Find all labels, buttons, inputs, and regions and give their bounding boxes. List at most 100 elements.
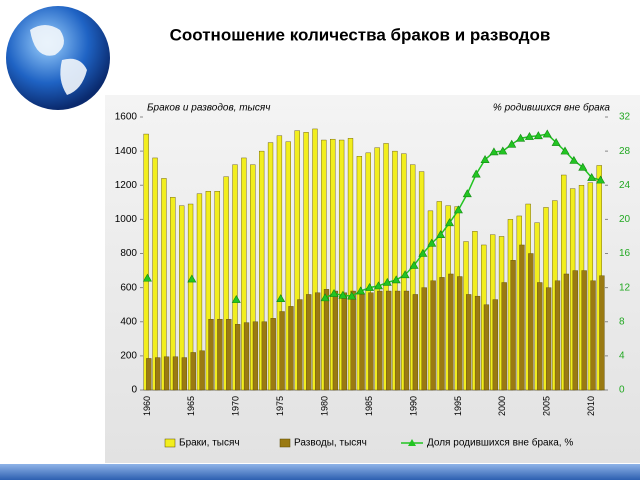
- line-marker: [560, 146, 570, 155]
- y2-tick-label: 24: [619, 180, 631, 191]
- bar: [205, 191, 211, 391]
- line-marker: [391, 275, 401, 284]
- line-marker: [524, 132, 534, 140]
- legend-label: Браки, тысяч: [179, 438, 240, 449]
- x-tick-label: 2005: [542, 396, 552, 416]
- line-marker: [516, 133, 526, 142]
- bar: [306, 294, 312, 391]
- bar: [599, 275, 605, 391]
- bar: [332, 290, 339, 391]
- line-marker: [462, 189, 472, 198]
- bar: [350, 290, 356, 391]
- y-tick-label: 200: [120, 351, 137, 362]
- line-marker: [436, 230, 446, 239]
- bar: [359, 294, 365, 391]
- bar: [374, 147, 380, 391]
- legend-label: Доля родившихся вне брака, %: [427, 437, 573, 449]
- bar: [430, 280, 436, 391]
- bar: [267, 142, 274, 391]
- y2-tick-label: 8: [619, 316, 625, 327]
- y2-tick-label: 28: [619, 146, 631, 157]
- bar: [341, 292, 347, 391]
- x-tick-label: 1985: [364, 396, 374, 416]
- bar: [365, 152, 371, 391]
- line-marker: [445, 218, 455, 227]
- bar: [545, 287, 552, 391]
- x-tick-label: 1980: [320, 396, 330, 416]
- bar: [418, 171, 425, 391]
- y2-tick-label: 32: [619, 112, 631, 123]
- x-tick-label: 2010: [586, 396, 596, 416]
- bar: [501, 282, 507, 391]
- bar: [303, 132, 309, 391]
- bar: [330, 138, 336, 391]
- bar: [226, 318, 232, 391]
- bar: [356, 156, 363, 391]
- line-marker: [471, 169, 481, 178]
- bar: [572, 270, 578, 391]
- bar: [347, 138, 354, 391]
- bar: [457, 276, 463, 391]
- bar: [250, 164, 256, 391]
- bar: [252, 321, 259, 391]
- y-axis-title: Браков и разводов, тысяч: [147, 103, 270, 114]
- y-tick-label: 1000: [115, 214, 138, 225]
- bar: [386, 290, 392, 391]
- line-marker: [356, 286, 366, 295]
- y-tick-label: 1400: [115, 146, 138, 157]
- line-marker: [382, 277, 392, 286]
- legend-swatch: [408, 439, 416, 446]
- bar: [510, 260, 516, 391]
- bar: [581, 270, 587, 391]
- bar: [483, 304, 490, 391]
- x-tick-label: 1960: [142, 396, 152, 416]
- bar: [170, 196, 176, 391]
- bar: [421, 287, 427, 391]
- bar: [243, 322, 250, 391]
- legend-swatch: [164, 438, 176, 448]
- line-marker: [320, 293, 330, 302]
- line-marker: [409, 260, 419, 269]
- line-marker: [142, 273, 152, 282]
- bar: [412, 294, 419, 391]
- bar: [377, 290, 383, 391]
- bar: [223, 176, 229, 391]
- line-marker: [498, 146, 508, 155]
- line-marker: [542, 129, 552, 138]
- bar: [466, 294, 472, 391]
- bar: [199, 350, 205, 391]
- y-tick-label: 800: [120, 248, 137, 259]
- bar: [294, 130, 300, 391]
- bar: [172, 356, 179, 391]
- line-marker: [329, 288, 339, 297]
- footer-band: [0, 464, 640, 480]
- bar: [368, 292, 374, 391]
- bar: [187, 203, 194, 391]
- x-tick-label: 1990: [408, 396, 418, 416]
- bar: [528, 253, 534, 391]
- line-marker: [231, 294, 241, 303]
- bar: [279, 311, 285, 391]
- x-tick-label: 1995: [453, 396, 463, 416]
- line-marker: [453, 205, 463, 214]
- y2-tick-label: 4: [619, 351, 625, 362]
- line-marker: [569, 155, 579, 164]
- y-tick-label: 1600: [115, 112, 138, 123]
- bar: [235, 324, 241, 391]
- bar: [285, 141, 291, 391]
- slide-title: Соотношение количества браков и разводов: [170, 25, 551, 44]
- bar: [383, 143, 389, 391]
- line-marker: [187, 274, 197, 283]
- legend-label: Разводы, тысяч: [294, 438, 367, 449]
- bar: [161, 178, 167, 391]
- bar: [276, 135, 283, 391]
- bar: [448, 273, 454, 391]
- bar: [492, 299, 498, 391]
- bar: [208, 318, 214, 391]
- bar: [217, 318, 223, 391]
- y2-axis-title: % родившихся вне брака: [493, 102, 611, 114]
- y2-tick-label: 16: [619, 248, 631, 259]
- line-marker: [587, 172, 597, 181]
- line-marker: [427, 238, 437, 247]
